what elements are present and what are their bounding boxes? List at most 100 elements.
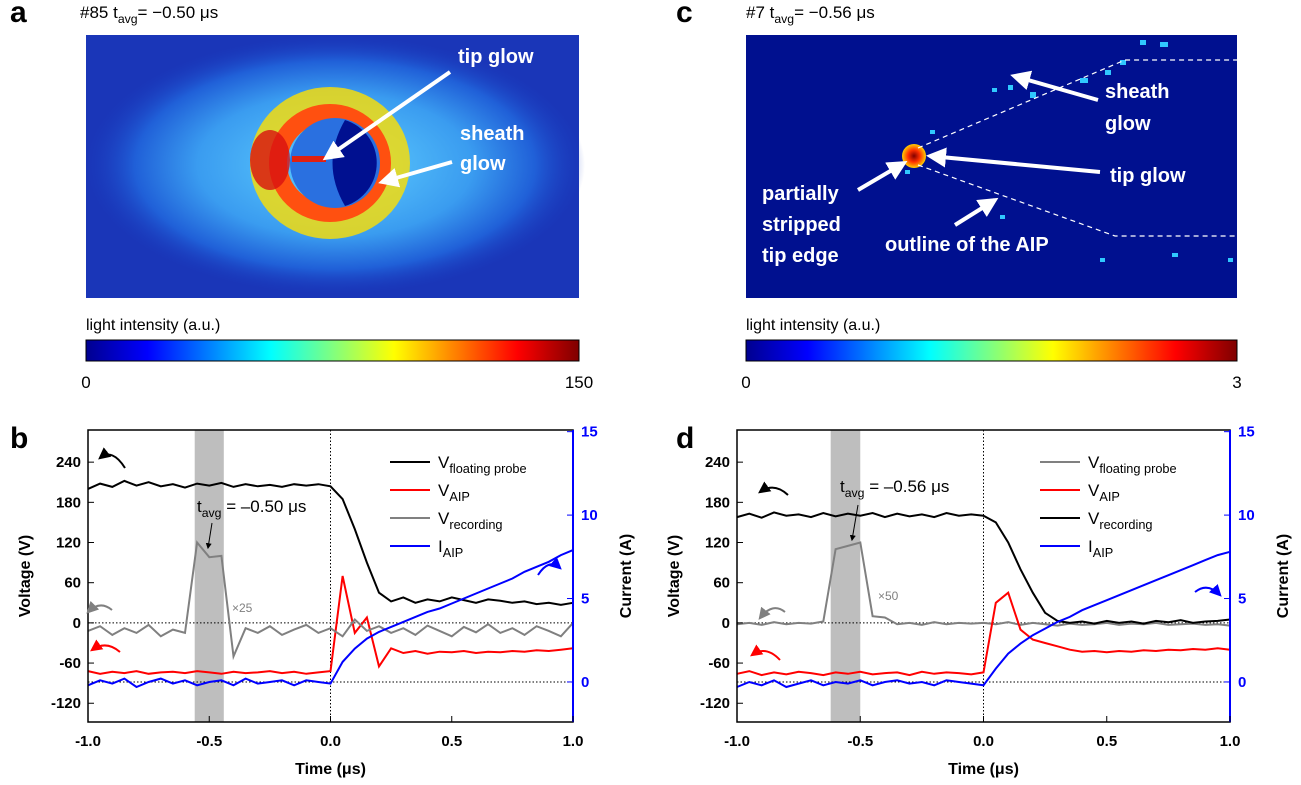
- colorbar-label: light intensity (a.u.): [746, 317, 880, 334]
- y-tick-label: 0: [722, 615, 730, 632]
- series-line: [736, 511, 1231, 625]
- legend-label-part: AIP: [443, 545, 464, 560]
- legend-label-part: V: [1088, 481, 1100, 500]
- legend-label: Vfloating probe: [438, 453, 527, 476]
- annotation-part: = –0.56 μs: [864, 477, 949, 496]
- panel-title-part: = −0.50 μs: [138, 3, 219, 22]
- annotation-arrow: [322, 70, 452, 161]
- colorbar-tick-label: 150: [565, 373, 593, 392]
- legend-label: IAIP: [438, 537, 463, 560]
- annotation-part: t: [840, 477, 845, 496]
- annotation-part: avg: [845, 486, 865, 500]
- axis-indicator: [86, 600, 113, 614]
- x-tick-label: 0.0: [320, 733, 341, 750]
- panel-title-part: avg: [118, 12, 138, 26]
- y-tick-label: 240: [56, 454, 81, 471]
- y-tick-label: 0: [73, 615, 81, 632]
- x-tick-label: 1.0: [1220, 733, 1241, 750]
- axis-indicator: [758, 606, 786, 620]
- panel-title-part: avg: [774, 12, 794, 26]
- y-axis-label: Voltage (V): [666, 535, 683, 617]
- x-tick-label: -1.0: [724, 733, 750, 750]
- y-tick-label: -60: [708, 655, 730, 672]
- panel-title-part: = −0.56 μs: [794, 3, 875, 22]
- panel-label: d: [676, 422, 694, 455]
- annotation: ×50: [878, 589, 899, 603]
- image-a: [85, 35, 585, 298]
- x-tick-label: -1.0: [75, 733, 101, 750]
- panel-label: a: [10, 0, 27, 29]
- panel-title-part: #85 t: [80, 3, 118, 22]
- annotation: outline of the AIP: [885, 234, 1049, 256]
- colorbar: [85, 339, 580, 362]
- series-line: [87, 549, 574, 689]
- y2-tick-label: 0: [1238, 674, 1246, 691]
- legend-label: Vrecording: [1088, 509, 1153, 532]
- annotation: tip edge: [762, 245, 839, 267]
- band: [830, 430, 861, 722]
- annotation: sheath: [1105, 81, 1169, 103]
- panel-title: #85 tavg= −0.50 μs: [80, 3, 218, 26]
- annotation: glow: [1105, 113, 1151, 135]
- colorbar: [745, 339, 1238, 362]
- annotation-arrow: [205, 522, 213, 550]
- axis-indicator: [90, 639, 121, 653]
- annotation: tip glow: [458, 46, 534, 68]
- legend-label: VAIP: [438, 481, 470, 504]
- image-c: [746, 35, 1237, 298]
- axis-indicator: [98, 447, 126, 469]
- legend-label-part: V: [1088, 453, 1100, 472]
- x-tick-label: 0.0: [973, 733, 994, 750]
- panel-title: #7 tavg= −0.56 μs: [746, 3, 875, 26]
- y-tick-label: -60: [59, 655, 81, 672]
- y2-tick-label: 15: [1238, 424, 1255, 441]
- legend-label: Vfloating probe: [1088, 453, 1177, 476]
- annotation-arrow: [926, 147, 1101, 174]
- panel-label: b: [10, 422, 28, 455]
- legend-label-part: V: [438, 481, 450, 500]
- y2-tick-label: 15: [581, 424, 598, 441]
- legend-label-part: AIP: [1093, 545, 1114, 560]
- y2-tick-label: 10: [581, 507, 598, 524]
- axis-indicator: [750, 644, 781, 661]
- y-tick-label: 120: [705, 535, 730, 552]
- annotation: sheath: [460, 123, 524, 145]
- colorbar-tick-label: 3: [1232, 373, 1241, 392]
- annotation: tavg = –0.56 μs: [840, 477, 949, 500]
- axis-indicator: [1194, 583, 1222, 597]
- band: [194, 430, 224, 722]
- annotation-part: avg: [202, 506, 222, 520]
- legend-label-part: V: [1088, 509, 1100, 528]
- annotation-part: t: [197, 497, 202, 516]
- annotation-part: = –0.50 μs: [221, 497, 306, 516]
- y2-axis-label: Current (A): [1275, 534, 1292, 618]
- legend-label-part: I: [1088, 537, 1093, 556]
- colorbar-tick-label: 0: [81, 373, 90, 392]
- annotation-arrow: [378, 160, 453, 188]
- legend-label-part: floating probe: [449, 461, 526, 476]
- x-tick-label: 0.5: [1096, 733, 1117, 750]
- x-tick-label: 1.0: [563, 733, 584, 750]
- y2-tick-label: 5: [1238, 591, 1246, 608]
- y2-tick-label: 5: [581, 591, 589, 608]
- annotation-arrow: [1010, 70, 1099, 102]
- legend-label-part: floating probe: [1099, 461, 1176, 476]
- annotation-arrow: [856, 160, 908, 192]
- annotation: glow: [460, 153, 506, 175]
- colorbar-tick-label: 0: [741, 373, 750, 392]
- legend-label-part: AIP: [1099, 489, 1120, 504]
- legend-label-part: AIP: [449, 489, 470, 504]
- legend-label-part: recording: [449, 517, 502, 532]
- axis-indicator: [758, 481, 789, 496]
- x-axis-label: Time (μs): [295, 761, 366, 778]
- annotation: partially: [762, 183, 840, 205]
- x-axis-label: Time (μs): [948, 761, 1019, 778]
- x-tick-label: -0.5: [847, 733, 873, 750]
- series-line: [736, 550, 1231, 689]
- x-tick-label: 0.5: [441, 733, 462, 750]
- y2-axis-label: Current (A): [618, 534, 635, 618]
- panel-title-part: #7 t: [746, 3, 775, 22]
- y-tick-label: 60: [64, 575, 81, 592]
- y-tick-label: 180: [705, 494, 730, 511]
